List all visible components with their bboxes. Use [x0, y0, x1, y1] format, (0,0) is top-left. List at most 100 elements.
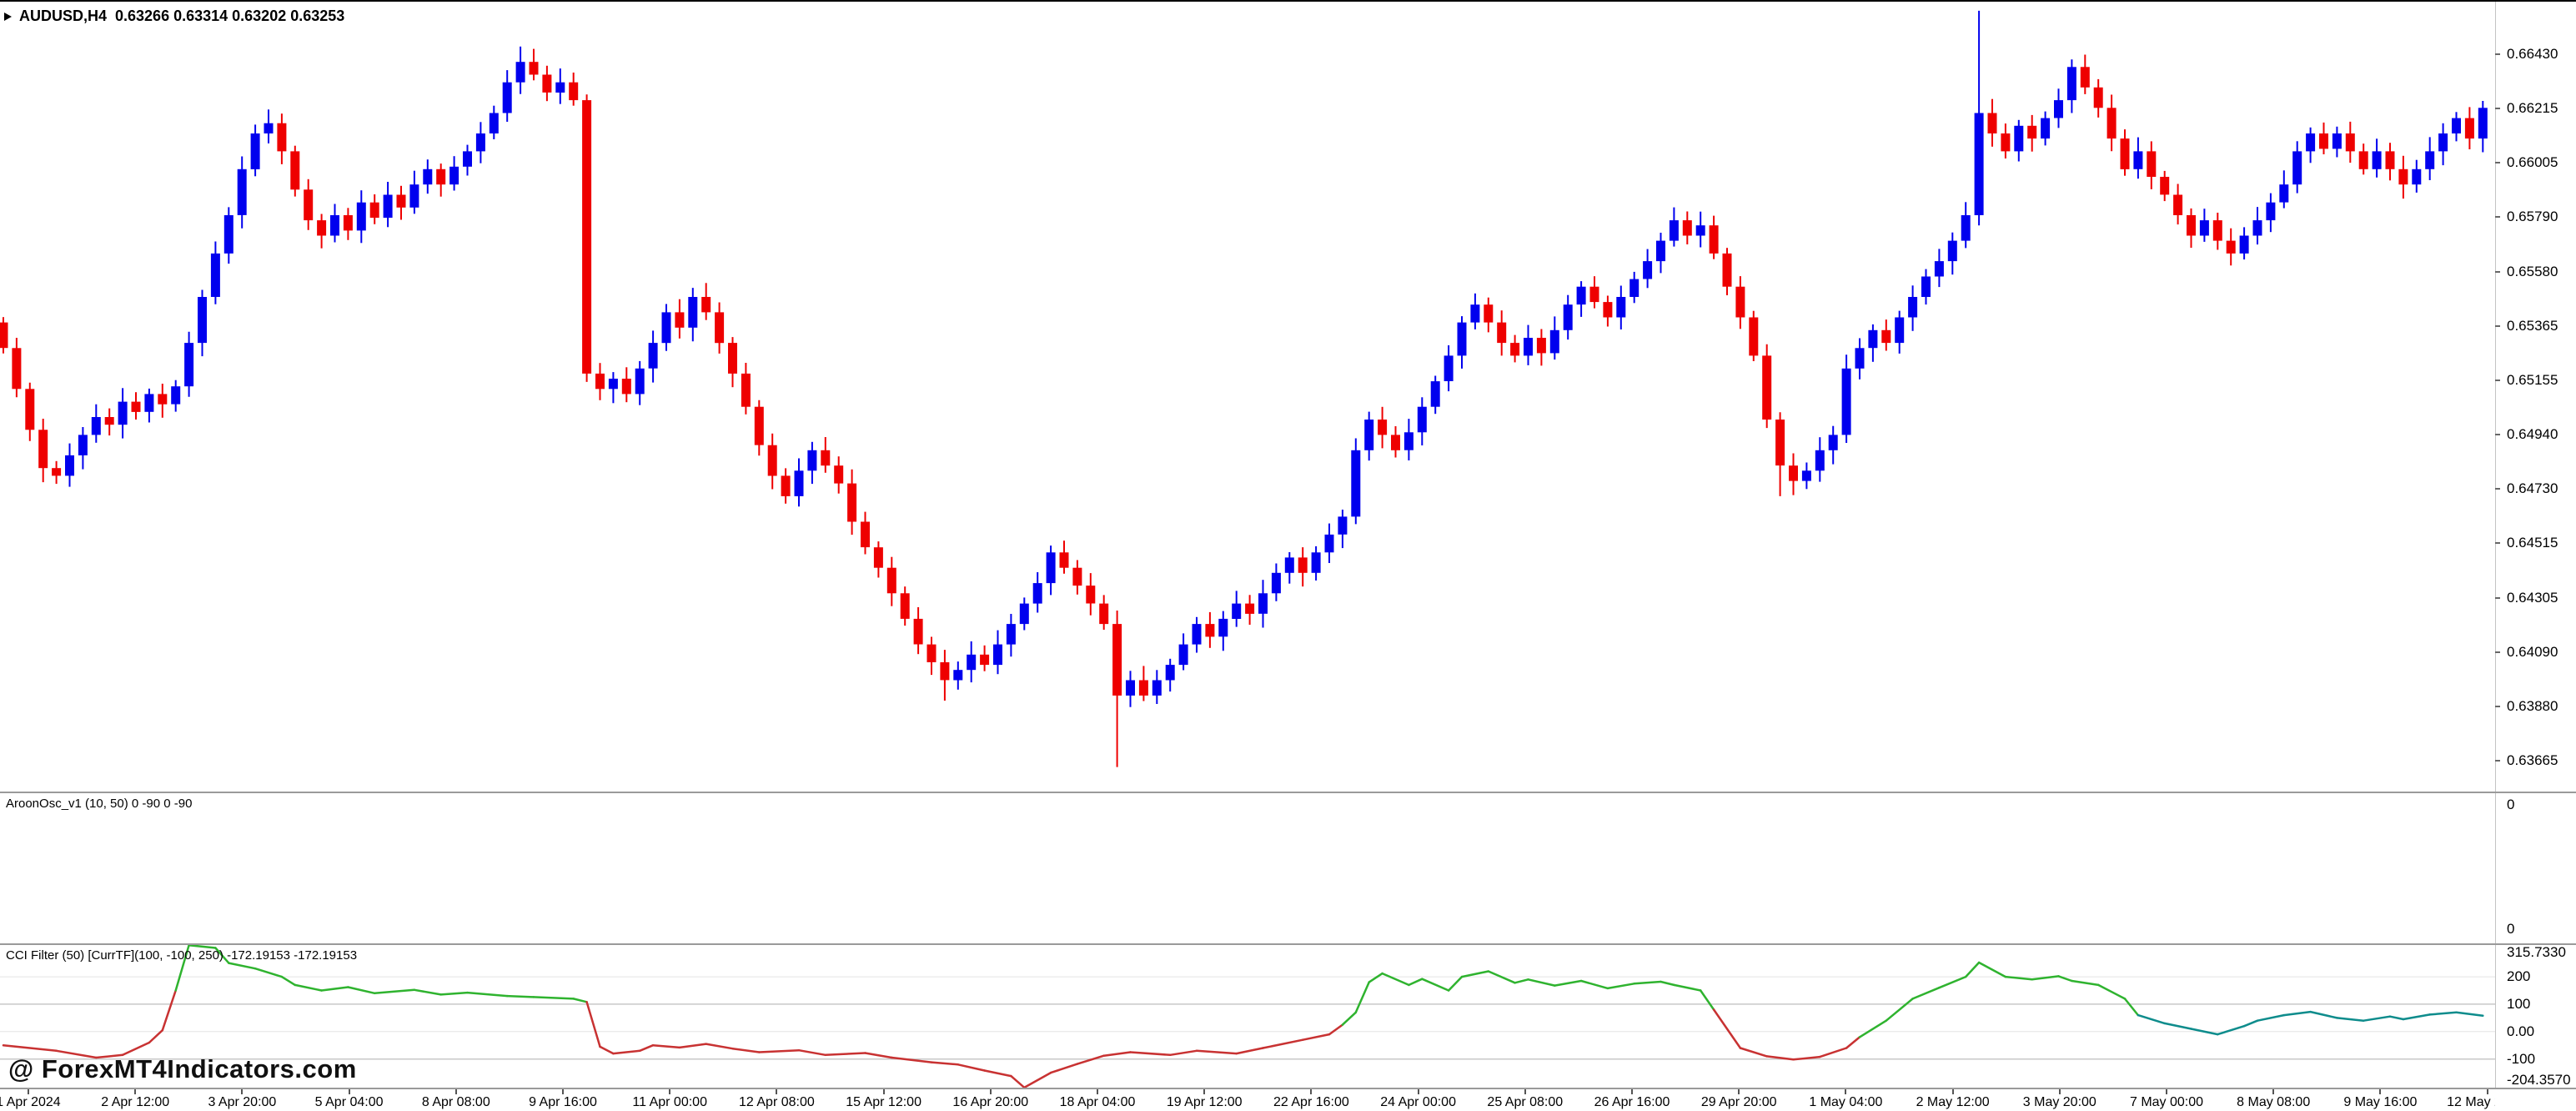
candle-body	[2425, 151, 2435, 169]
candle-body	[715, 312, 725, 344]
time-axis-label: 9 Apr 16:00	[529, 1095, 597, 1109]
candle-body	[1868, 329, 1878, 349]
cci-line-segment	[280, 975, 297, 987]
time-axis-tick	[776, 1089, 778, 1094]
aroon-axis-min-label: 0	[2507, 921, 2515, 937]
candle-body	[2385, 151, 2395, 169]
candle-body	[2279, 184, 2289, 203]
candle-body	[608, 379, 618, 390]
cci-line-segment	[505, 994, 535, 998]
candle-body	[2133, 151, 2143, 169]
cci-line-segment	[1514, 978, 1529, 984]
cci-panel[interactable]: CCI Filter (50) [CurrTF](100, -100, 250)…	[0, 945, 2576, 1088]
candle-body	[926, 644, 936, 662]
candle-body	[1669, 220, 1679, 241]
candle-body	[794, 470, 804, 496]
cci-line-segment	[532, 996, 575, 1000]
axis-separator	[2495, 2, 2496, 1089]
candle-body	[1403, 432, 1414, 450]
time-axis-label: 1 May 04:00	[1809, 1095, 1883, 1109]
candle-body	[2014, 125, 2024, 152]
candle-body	[12, 348, 22, 390]
cci-line-segment	[1381, 972, 1410, 987]
price-axis-label: 0.66430	[2507, 46, 2558, 62]
candle-body	[198, 297, 207, 344]
cci-line-segment	[1579, 979, 1609, 990]
price-axis-tick	[2495, 216, 2500, 219]
cci-line-segment	[174, 945, 190, 992]
time-axis-tick	[562, 1089, 564, 1094]
price-axis-tick	[2495, 596, 2500, 599]
price-chart-panel[interactable]: AUDUSD,H4 0.63266 0.63314 0.63202 0.6325…	[0, 2, 2576, 792]
panel-splitter-top[interactable]	[0, 792, 2576, 793]
cci-line-segment	[797, 1048, 827, 1057]
candle-body	[304, 189, 314, 221]
symbol-ohlc-label: AUDUSD,H4 0.63266 0.63314 0.63202 0.6325…	[19, 8, 345, 24]
candle-body	[595, 373, 605, 390]
watermark: @ ForexMT4Indicators.com	[8, 1054, 357, 1083]
price-axis-tick	[2495, 651, 2500, 653]
candle-body	[38, 430, 48, 469]
candle-body	[264, 123, 274, 133]
candle-body	[2001, 133, 2011, 152]
candle-body	[104, 417, 114, 425]
candle-body	[821, 450, 831, 466]
cci-line-segment	[2428, 1011, 2458, 1016]
time-axis-label: 12 May 21:05	[2447, 1095, 2495, 1109]
candle-body	[1947, 240, 1957, 262]
candle-body	[2093, 87, 2103, 108]
panel-splitter-bottom[interactable]	[0, 1088, 2576, 1089]
candle-body	[1205, 624, 1215, 637]
aroon-panel[interactable]: AroonOsc_v1 (10, 50) 0 -90 0 -90	[0, 793, 2576, 943]
candle-body	[2452, 118, 2461, 133]
cci-line-segment	[2282, 1010, 2312, 1017]
candle-body	[1961, 215, 1971, 241]
cci-line-segment	[1168, 1049, 1198, 1057]
time-axis-label: 11 Apr 00:00	[632, 1095, 707, 1109]
candle-body	[1430, 381, 1440, 407]
cci-line-segment	[2242, 1019, 2259, 1028]
cci-line-segment	[1819, 1047, 1848, 1058]
time-axis[interactable]: 1 Apr 2024 2 Apr 12:00 3 Apr 20:00 5 Apr 04…	[0, 1089, 2495, 1111]
time-axis-label: 15 Apr 12:00	[846, 1095, 921, 1109]
candlestick-chart[interactable]	[0, 2, 2495, 792]
candle-body	[2027, 125, 2037, 139]
cci-line-segment	[2256, 1013, 2286, 1022]
time-axis-label: 8 May 08:00	[2237, 1095, 2311, 1109]
candle-body	[356, 202, 366, 231]
candle-body	[2252, 220, 2262, 236]
time-axis-label: 26 Apr 16:00	[1594, 1095, 1670, 1109]
candle-body	[2266, 202, 2276, 221]
cci-line-segment	[55, 1049, 98, 1059]
candle-body	[1643, 261, 1653, 279]
candle-body	[131, 401, 141, 412]
candle-body	[1112, 624, 1122, 696]
cci-line-segment	[413, 988, 442, 996]
candle-body	[1245, 603, 1255, 614]
panel-splitter-middle[interactable]	[0, 943, 2576, 945]
candle-body	[1192, 624, 1202, 645]
candle-body	[463, 151, 472, 167]
price-axis-label: 0.64305	[2507, 589, 2558, 606]
candle-body	[65, 455, 74, 476]
candle-body	[1006, 624, 1016, 645]
time-axis-label: 2 Apr 12:00	[101, 1095, 170, 1109]
candle-body	[1099, 603, 1109, 625]
price-axis-label: 0.65365	[2507, 317, 2558, 334]
cci-line-segment	[1699, 989, 1715, 1011]
candle-body	[1722, 253, 1732, 287]
cci-line-segment	[254, 967, 284, 978]
candle-body	[436, 168, 446, 185]
candle-body	[940, 662, 950, 681]
cci-line-chart[interactable]	[0, 945, 2495, 1088]
candle-body	[1138, 680, 1148, 696]
cci-line-segment	[1673, 983, 1702, 992]
cci-line-segment	[2336, 1017, 2365, 1022]
cci-line-segment	[1341, 1011, 1358, 1026]
candle-body	[1165, 665, 1175, 681]
candle-body	[330, 215, 339, 236]
candle-body	[555, 82, 565, 93]
candle-body	[2292, 151, 2302, 185]
candle-body	[2173, 194, 2183, 215]
candle-body	[184, 343, 194, 387]
